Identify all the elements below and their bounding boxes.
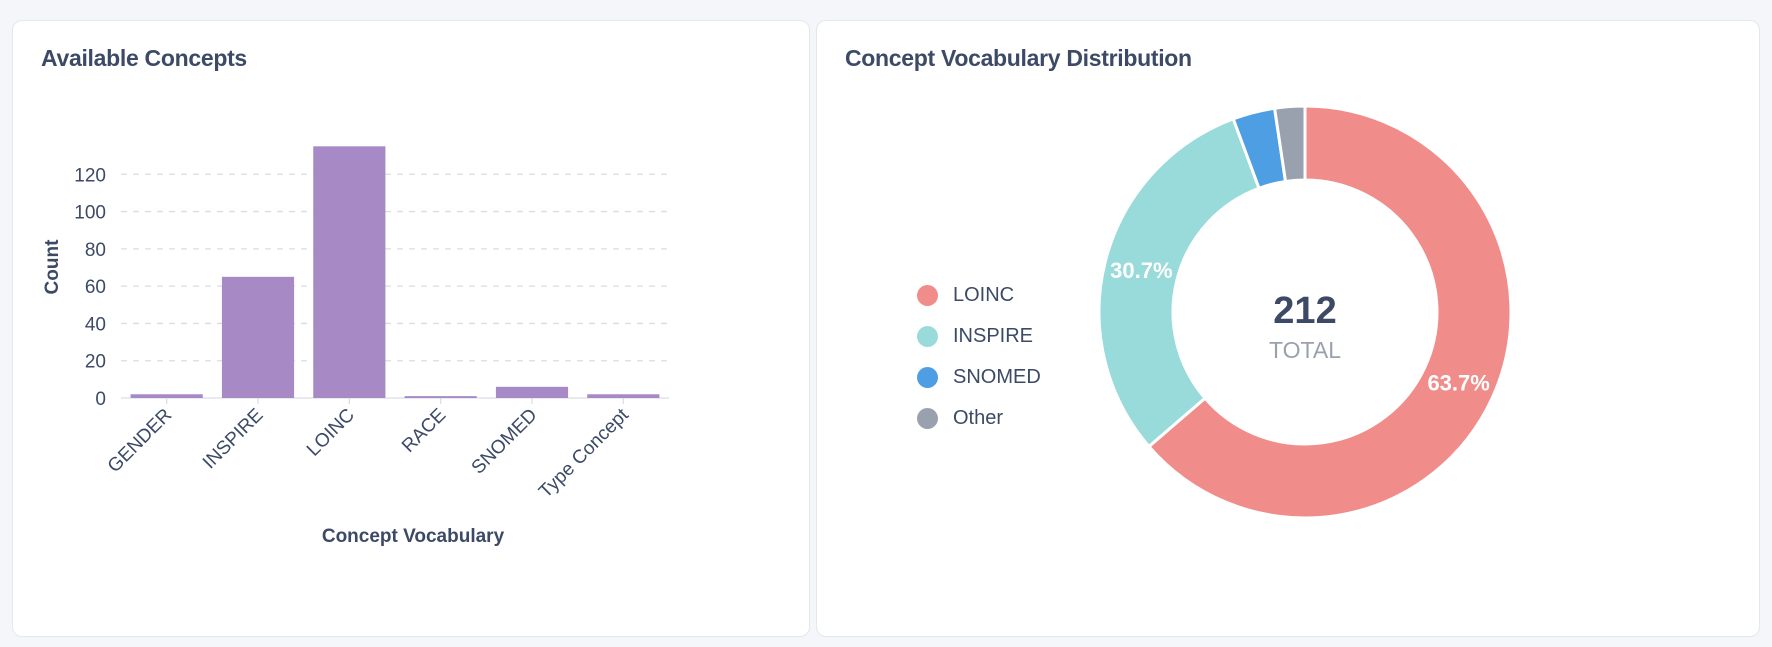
slice-percent-label: 63.7% — [1427, 370, 1489, 395]
legend-swatch — [917, 285, 938, 306]
legend-label: Other — [953, 407, 1004, 429]
donut-legend: LOINC INSPIRE SNOMED Other — [917, 275, 1041, 439]
bar-type-concept — [587, 394, 660, 398]
x-tick-label: Type Concept — [535, 404, 633, 502]
legend-label: SNOMED — [953, 366, 1041, 388]
donut-total-label: TOTAL — [1269, 337, 1341, 363]
donut-chart-title: Concept Vocabulary Distribution — [845, 45, 1192, 71]
bar-loinc — [313, 146, 386, 398]
donut-chart: 63.7% 30.7% 212 TOTAL — [1097, 104, 1513, 520]
legend-item-loinc: LOINC — [917, 275, 1041, 316]
donut-total-value: 212 — [1273, 290, 1336, 332]
bar-chart-title: Available Concepts — [41, 45, 247, 71]
legend-swatch — [917, 408, 938, 429]
y-tick-label: 40 — [85, 314, 106, 335]
y-tick-label: 60 — [85, 277, 106, 298]
x-tick-label: RACE — [398, 405, 450, 457]
donut-slice-other — [1272, 104, 1307, 184]
donut-slice-loinc — [1146, 104, 1513, 520]
x-tick-label: LOINC — [303, 405, 359, 461]
legend-label: LOINC — [953, 284, 1015, 306]
bar-race — [404, 396, 477, 398]
legend-item-snomed: SNOMED — [917, 357, 1041, 398]
donut-slice-inspire — [1097, 116, 1261, 449]
concept-vocabulary-distribution-card: Concept Vocabulary Distribution LOINC INS… — [816, 20, 1760, 637]
legend-item-inspire: INSPIRE — [917, 316, 1041, 357]
bar-snomed — [495, 386, 569, 398]
bar-gender — [130, 394, 203, 398]
x-tick-label: INSPIRE — [199, 405, 268, 474]
y-tick-label: 20 — [85, 352, 106, 373]
bar-chart: 0 20 40 60 80 100 120 GENDER INSPIRE LOINC RACE SNO… — [42, 146, 669, 547]
legend-swatch — [917, 326, 938, 347]
available-concepts-card: Available Concepts 0 20 40 60 80 100 120 GENDER… — [12, 20, 810, 637]
y-tick-label: 0 — [95, 389, 106, 410]
y-tick-label: 120 — [74, 165, 106, 186]
legend-item-other: Other — [917, 398, 1041, 439]
bar-inspire — [221, 276, 295, 398]
y-tick-label: 100 — [74, 203, 106, 224]
y-axis-title: Count — [42, 239, 63, 295]
slice-percent-label: 30.7% — [1110, 258, 1172, 283]
x-tick-label: SNOMED — [468, 405, 542, 479]
x-axis-title: Concept Vocabulary — [322, 526, 505, 547]
legend-label: INSPIRE — [953, 325, 1034, 347]
x-tick-label: GENDER — [104, 405, 176, 477]
y-tick-label: 80 — [85, 240, 106, 261]
legend-swatch — [917, 367, 938, 388]
